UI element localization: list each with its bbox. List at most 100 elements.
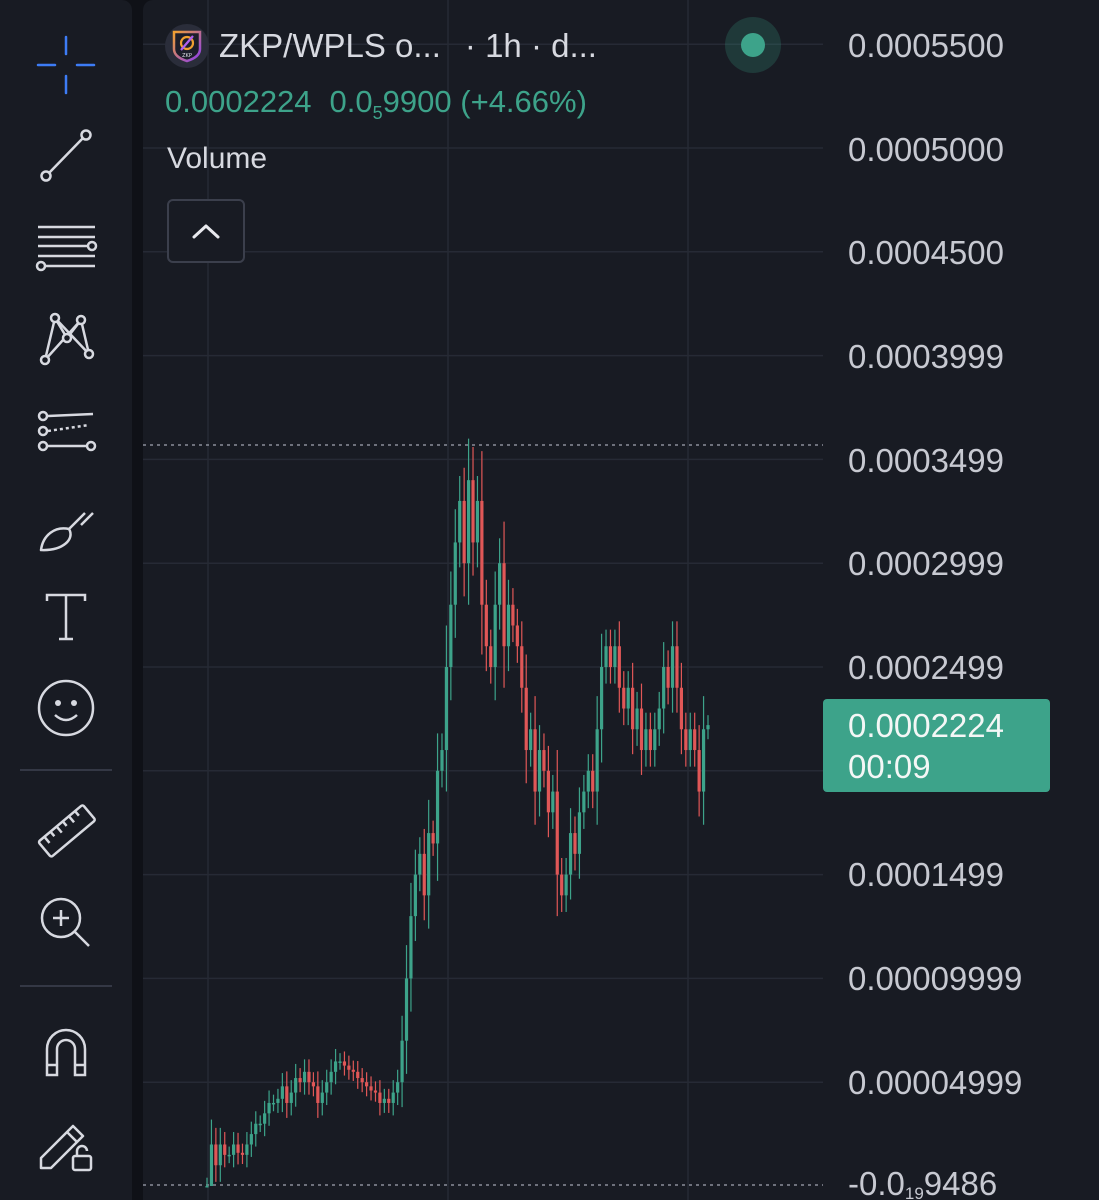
trend-line-tool[interactable] [28,117,104,193]
candle-body [409,916,413,979]
pattern-tool[interactable] [28,299,104,375]
candle-body [294,1078,298,1093]
candle-body [506,604,511,647]
candle-body [258,1123,262,1126]
horizontal-lines-icon [35,225,98,272]
candle-body [484,604,488,647]
price-label-bottom: -0.0199486 [848,1165,998,1200]
candle-body [365,1082,369,1087]
candle-body [373,1090,378,1093]
candle-body [573,833,577,854]
candle-body [608,646,613,667]
candle-body [298,1078,302,1083]
candle-body [307,1071,311,1083]
price-label: 0.0001499 [848,856,1004,893]
candle-body [276,1098,280,1103]
price-label: 0.0002999 [848,545,1004,582]
candle-body [466,480,471,564]
brush-tool[interactable] [28,488,104,564]
price-label: 0.0004500 [848,234,1004,271]
candle-body [214,1144,218,1166]
candle-body [657,708,661,730]
magnet-tool[interactable] [28,1012,104,1088]
candle-body [706,725,710,730]
candle-body [333,1061,338,1072]
candle-body [351,1069,355,1072]
candle-body [254,1123,258,1135]
candle-body [431,833,435,844]
candle-body [418,853,422,875]
candle-body [342,1061,347,1066]
zoom-in-tool[interactable] [28,885,104,961]
crosshair-tool[interactable] [28,27,104,103]
candle-body [604,646,608,667]
candle-body [422,853,426,896]
candle-body [320,1092,324,1103]
candle-body [542,750,546,771]
candle-body [639,708,644,751]
candle-body [626,687,630,709]
candle-body [529,729,533,751]
candle-body [236,1144,240,1153]
candle-body [502,563,506,647]
candle-body [347,1065,351,1070]
emoji-tool[interactable] [28,670,104,746]
chart-panel[interactable]: ZKP ZKP/WPLS o... · 1h · d... 0.0002224 … [143,0,1099,1200]
candle-body [249,1134,253,1145]
collapse-indicators-button[interactable] [167,199,245,263]
candle-body [329,1071,333,1083]
symbol-header[interactable]: ZKP ZKP/WPLS o... · 1h · d... [165,22,597,70]
candle-body [400,1040,404,1083]
price-label: 0.0003999 [848,338,1004,375]
token-logo: ZKP [165,24,209,68]
price-label: 0.0003499 [848,442,1004,479]
candle-body [387,1098,391,1103]
live-dot-icon [741,33,765,57]
candle-body [369,1086,373,1091]
candle-body [427,833,431,896]
candle-body [413,874,417,917]
candles [205,438,710,1188]
candle-body [511,604,515,626]
candle-body [311,1082,316,1087]
candle-body [489,646,493,667]
candle-body [302,1071,307,1083]
zoom-in-icon [40,897,90,947]
candle-body [582,791,586,813]
candle-body [205,1186,209,1188]
candle-body [675,646,679,688]
market-status[interactable] [725,17,781,73]
candle-body [209,1144,214,1186]
last-price: 0.0002224 [165,84,312,119]
price-chart[interactable] [143,0,1099,1200]
candle-body [498,563,502,605]
candle-body [435,770,440,844]
ruler-icon [37,804,96,858]
candle-body [396,1082,400,1093]
volume-indicator-label[interactable]: Volume [167,142,268,175]
candle-body [263,1113,267,1124]
symbol-name[interactable]: ZKP/WPLS o... [219,27,441,64]
measure-tool[interactable] [28,795,104,871]
candle-body [515,625,519,647]
price-label: 0.00004999 [848,1064,1023,1101]
lock-drawings-tool[interactable] [28,1103,104,1179]
horizontal-lines-tool[interactable] [28,208,104,284]
candle-body [631,687,635,730]
candle-body [568,833,573,875]
candle-body [223,1144,227,1155]
interval-label[interactable]: · 1h · d... [464,27,597,64]
candle-body [586,770,590,792]
prediction-tool[interactable] [28,393,104,469]
candle-body [662,667,666,709]
candle-body [697,750,701,792]
candle-body [449,604,453,667]
candle-body [458,500,462,543]
brush-icon [39,512,94,552]
candle-body [635,708,639,730]
drawing-toolbar [0,0,132,1200]
text-tool[interactable] [28,578,104,654]
candle-body [688,729,692,751]
candle-body [693,729,697,751]
crosshair-icon [36,35,96,95]
